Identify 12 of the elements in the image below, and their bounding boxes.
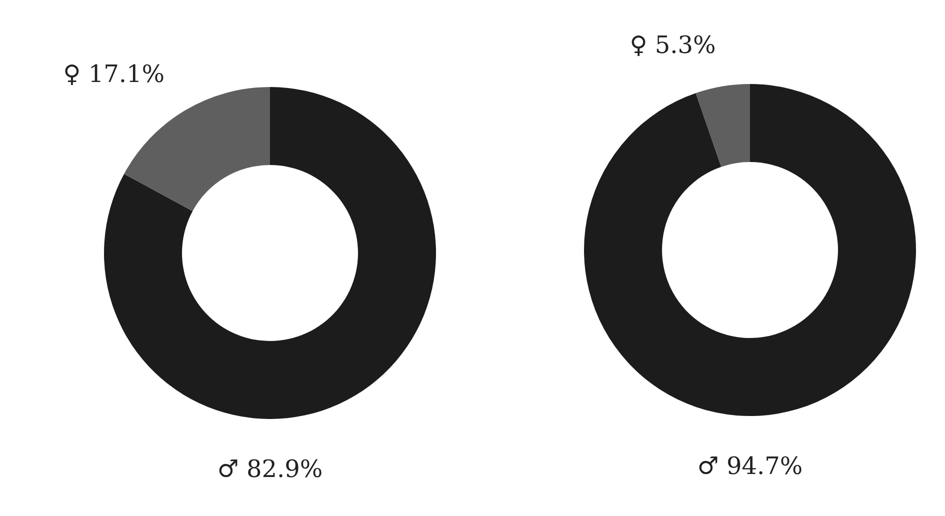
donut-slice <box>104 87 436 419</box>
donut-slice <box>124 87 270 212</box>
slice-label: ♂ <box>697 452 719 480</box>
data-label: 82.9% <box>246 455 323 484</box>
slice-label: ♀ <box>63 60 81 88</box>
data-label: 5.3% <box>654 31 716 60</box>
slice-label: ♀ <box>630 31 648 60</box>
slice-label: ♂ <box>217 455 239 484</box>
data-label: 17.1% <box>88 60 165 88</box>
donut-slice <box>584 84 916 416</box>
donut-slice <box>696 84 750 167</box>
data-label: 94.7% <box>726 452 803 480</box>
